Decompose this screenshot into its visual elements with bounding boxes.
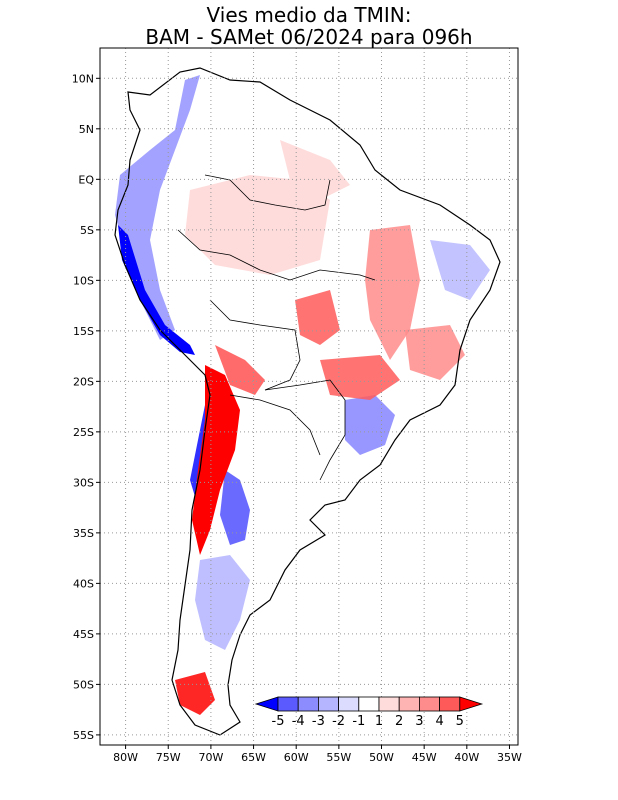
colorbar-label: 1: [375, 714, 383, 729]
colorbar-min-arrow: [254, 696, 279, 712]
longitude-tick-labels: 80W 75W 70W 65W 60W 55W 50W 45W 40W 35W: [113, 745, 522, 764]
colorbar-swatch: [439, 696, 461, 712]
colorbar-label: 2: [395, 714, 403, 729]
colorbar-swatch: [358, 696, 380, 712]
lat-tick-label: 45S: [73, 628, 94, 641]
lon-tick-label: 55W: [326, 751, 351, 764]
lon-tick-label: 50W: [369, 751, 394, 764]
lat-tick-label: 20S: [73, 375, 94, 388]
lat-tick-label: 5N: [79, 123, 94, 136]
colorbar-label: 5: [456, 714, 464, 729]
lat-tick-label: 10S: [73, 274, 94, 287]
country-borders: [177, 174, 376, 481]
lon-tick-label: 35W: [497, 751, 522, 764]
lon-tick-label: 45W: [412, 751, 437, 764]
colorbar-max-arrow: [459, 696, 484, 712]
warm-anomaly-minas: [405, 325, 465, 380]
lon-tick-label: 80W: [113, 751, 138, 764]
warm-anomaly-mato-grosso: [295, 290, 340, 345]
colorbar-label: 4: [435, 714, 443, 729]
colorbar-legend: -5 -4 -3 -2 -1 1 2 3 4 5: [254, 696, 484, 729]
map-frame: [99, 47, 519, 746]
lon-tick-label: 40W: [454, 751, 479, 764]
warm-anomaly-parana: [320, 355, 400, 400]
map-title-line-2: BAM - SAMet 06/2024 para 096h: [145, 25, 473, 49]
lat-tick-label: 40S: [73, 577, 94, 590]
warm-anomaly-andes-central: [192, 365, 240, 555]
cold-anomaly-northeast-brazil: [430, 240, 490, 300]
anomaly-fill-layer: [115, 75, 490, 715]
lat-tick-label: 55S: [73, 729, 94, 742]
lat-lon-grid: [100, 48, 518, 745]
colorbar-label: -3: [312, 714, 325, 729]
lon-tick-label: 65W: [241, 751, 266, 764]
warm-anomaly-amazon: [185, 175, 330, 275]
map-title-line-1: Vies medio da TMIN:: [206, 3, 412, 27]
colorbar-swatch: [277, 696, 299, 712]
colorbar-swatch: [418, 696, 440, 712]
latitude-tick-labels: 10N 5N EQ 5S 10S 15S 20S 25S 30S 35S 40S 45S 50S 55S: [72, 72, 100, 742]
warm-anomaly-altiplano: [215, 345, 265, 395]
cold-anomaly-central-chile: [220, 470, 250, 545]
colorbar-label: -2: [332, 714, 345, 729]
colorbar-swatch: [378, 696, 400, 712]
lat-tick-label: 35S: [73, 527, 94, 540]
lat-tick-label: 30S: [73, 476, 94, 489]
south-america-coastline: [114, 67, 501, 736]
lat-tick-label: EQ: [78, 173, 94, 186]
lon-tick-label: 60W: [284, 751, 309, 764]
colorbar-label: 3: [415, 714, 423, 729]
colorbar-swatch: [338, 696, 360, 712]
lat-tick-label: 15S: [73, 325, 94, 338]
lon-tick-label: 70W: [198, 751, 223, 764]
colorbar-label: -1: [352, 714, 365, 729]
warm-anomaly-tierra-del-fuego: [175, 672, 215, 715]
warm-anomaly-central-brazil: [365, 225, 420, 360]
lat-tick-label: 10N: [72, 72, 94, 85]
lat-tick-label: 25S: [73, 426, 94, 439]
colorbar-label: -5: [272, 714, 285, 729]
lat-tick-label: 50S: [73, 678, 94, 691]
colorbar-swatch: [297, 696, 319, 712]
cold-anomaly-patagonia: [195, 555, 250, 650]
colorbar-swatch: [317, 696, 339, 712]
colorbar-label: -4: [292, 714, 305, 729]
cold-anomaly-peru-coast: [118, 225, 195, 355]
cold-anomaly-south-brazil: [345, 395, 395, 455]
colorbar-swatch: [398, 696, 420, 712]
lat-tick-label: 5S: [80, 224, 94, 237]
cold-anomaly-andes-north: [115, 75, 200, 340]
lon-tick-label: 75W: [156, 751, 181, 764]
warm-anomaly-venezuela: [280, 140, 350, 200]
